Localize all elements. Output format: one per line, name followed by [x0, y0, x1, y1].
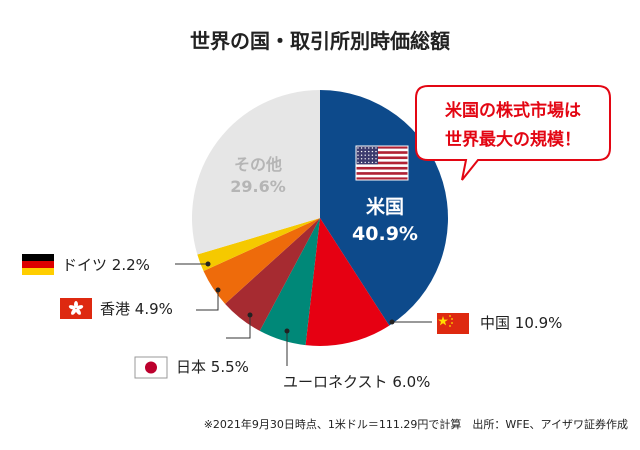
callout-line1: 米国の株式市場は: [445, 100, 581, 121]
leader-dot-5: [205, 261, 211, 267]
leader-dot-4: [215, 287, 221, 293]
cn-flag-icon: [437, 313, 469, 334]
leader-dot-2: [284, 328, 290, 334]
callout-box: [415, 85, 611, 181]
slice-label-1: 中国 10.9%: [480, 314, 562, 332]
slice-label-2: ユーロネクスト 6.0%: [283, 373, 430, 391]
pie-slice-6: [192, 90, 320, 255]
slice-label-4: 香港 4.9%: [100, 300, 173, 318]
slice-value-0: 40.9%: [352, 223, 418, 245]
pie-slices: [192, 90, 448, 346]
slice-label-3: 日本 5.5%: [176, 358, 249, 376]
slice-label-6: その他: [234, 155, 282, 174]
footnote: ※2021年9月30日時点、1米ドル＝111.29円で計算 出所：WFE、アイザ…: [204, 417, 628, 431]
pie-slice-2: [259, 218, 320, 346]
slice-label-5: ドイツ 2.2%: [62, 256, 150, 274]
us-flag-icon: [355, 145, 409, 181]
callout-line2: 世界最大の規模！: [445, 129, 581, 150]
slice-labels: 米国 40.9% その他 29.6% 中国 10.9% ユーロネクスト 6.0% 日本 5.…: [22, 145, 562, 391]
pie-slice-5: [197, 218, 320, 272]
hk-flag-icon: [60, 298, 92, 319]
chart-title: 世界の国・取引所別時価総額: [190, 29, 450, 53]
callout-bubble: 米国の株式市場は 世界最大の規模！: [415, 85, 611, 181]
de-flag-icon: [22, 254, 54, 275]
leader-line-4: [196, 290, 219, 311]
slice-value-6: 29.6%: [230, 177, 286, 196]
pie-slice-3: [225, 218, 320, 331]
pie-slice-1: [305, 218, 390, 346]
jp-flag-icon: [134, 356, 168, 379]
leader-dot-3: [247, 312, 253, 318]
leader-lines: [175, 261, 432, 366]
leader-dot-1: [389, 319, 395, 325]
pie-slice-4: [203, 218, 320, 304]
leader-line-3: [226, 315, 251, 339]
slice-label-0: 米国: [366, 195, 404, 218]
